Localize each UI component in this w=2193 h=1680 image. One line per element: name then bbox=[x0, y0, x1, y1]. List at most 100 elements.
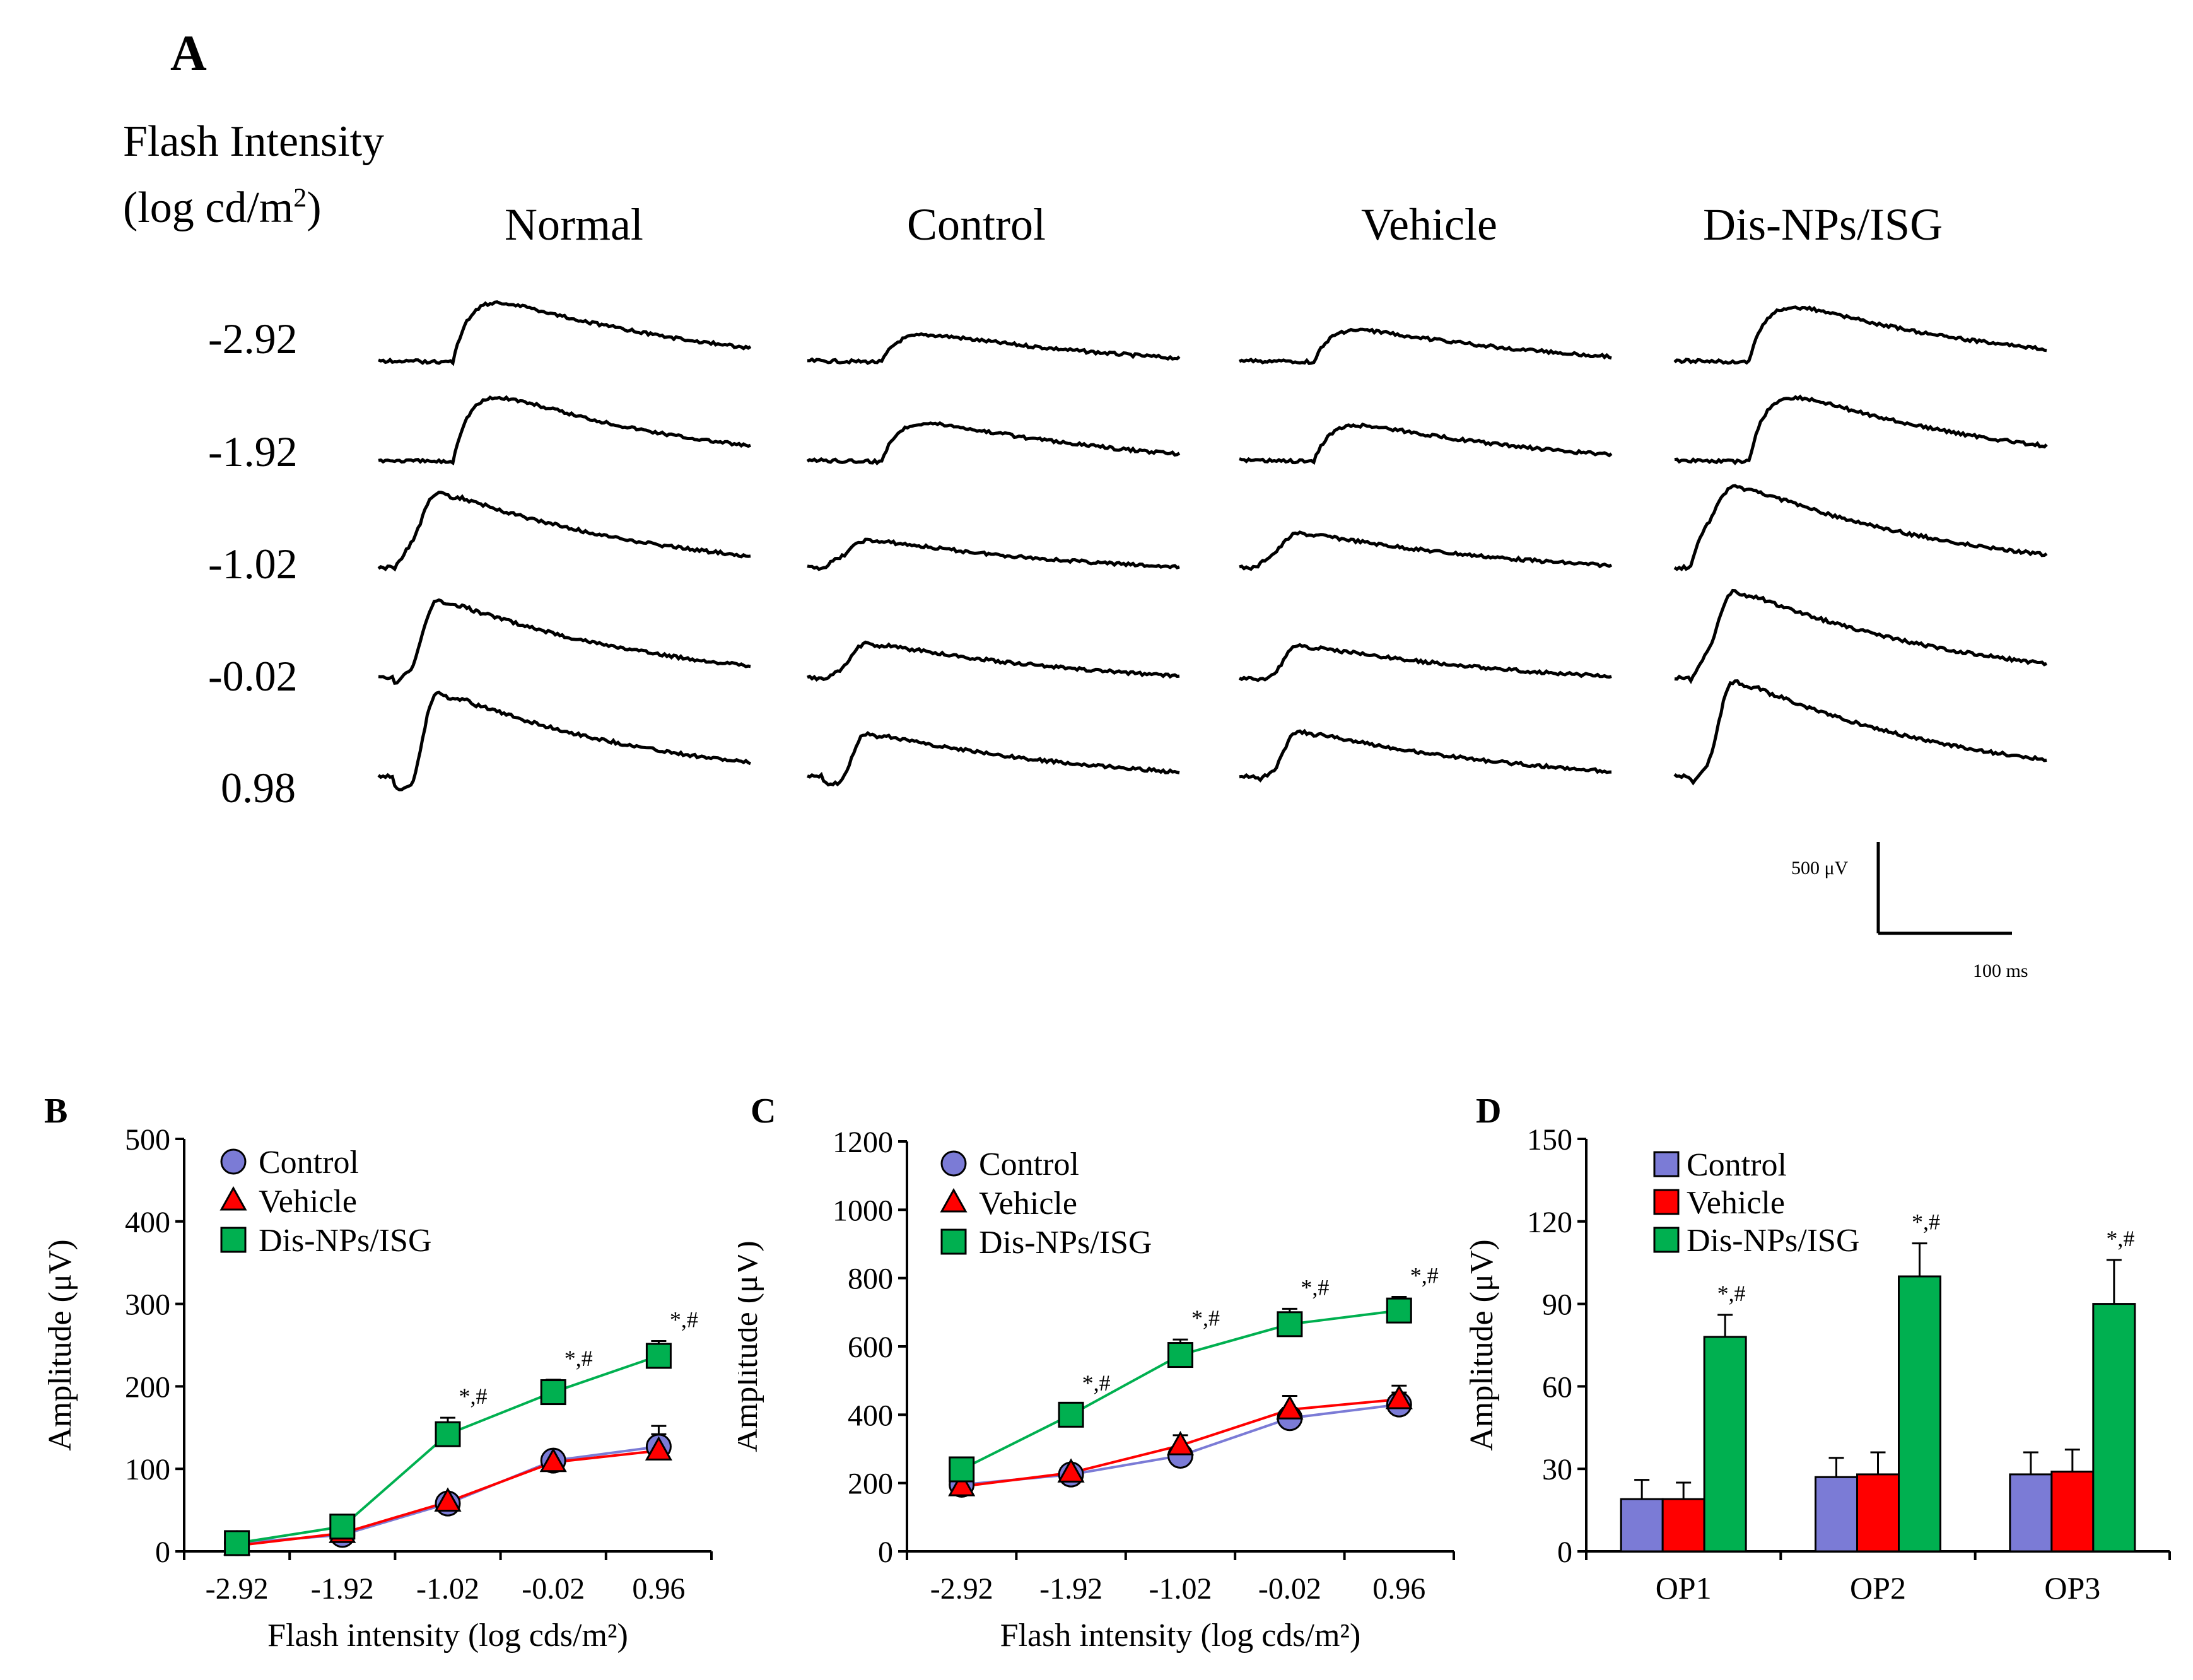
erg-trace bbox=[1673, 305, 2047, 365]
y-tick-label: 100 bbox=[125, 1453, 170, 1486]
y-tick-label: 0 bbox=[878, 1536, 893, 1569]
x-tick-label: -1.92 bbox=[311, 1572, 374, 1606]
column-title-normal: Normal bbox=[505, 199, 643, 250]
legend-marker bbox=[940, 1228, 967, 1255]
bar bbox=[1856, 1473, 1900, 1553]
intensity-label: -2.92 bbox=[208, 315, 298, 363]
legend-marker bbox=[940, 1150, 967, 1177]
y-tick-label: 400 bbox=[125, 1206, 170, 1239]
x-tick-label: OP2 bbox=[1850, 1570, 1906, 1606]
legend-label: Vehicle bbox=[259, 1184, 357, 1220]
significance-annotation: *,# bbox=[1717, 1281, 1746, 1306]
intensity-label: 0.98 bbox=[221, 764, 296, 812]
x-tick-label: 0.96 bbox=[1372, 1572, 1425, 1606]
bar bbox=[1815, 1476, 1858, 1553]
significance-annotation: *,# bbox=[1082, 1370, 1111, 1396]
data-point bbox=[540, 1379, 566, 1406]
erg-trace bbox=[1239, 422, 1613, 465]
erg-trace bbox=[806, 421, 1181, 465]
erg-trace bbox=[807, 537, 1180, 571]
erg-trace bbox=[378, 300, 752, 366]
significance-annotation: *,# bbox=[1410, 1263, 1439, 1288]
bar bbox=[1703, 1336, 1747, 1553]
data-point bbox=[1057, 1458, 1085, 1483]
column-title-dis-nps-isg: Dis-NPs/ISG bbox=[1703, 199, 1943, 250]
panel-letter: D bbox=[1476, 1092, 1501, 1131]
y-tick-label: 400 bbox=[848, 1399, 893, 1432]
significance-annotation: *,# bbox=[670, 1307, 698, 1332]
legend-marker bbox=[1653, 1227, 1680, 1253]
legend-label: Control bbox=[1687, 1147, 1787, 1183]
y-tick-label: 600 bbox=[848, 1331, 893, 1364]
y-tick-label: 800 bbox=[848, 1263, 893, 1296]
legend-label: Vehicle bbox=[1687, 1185, 1785, 1221]
data-point bbox=[948, 1472, 976, 1496]
y-tick-label: 200 bbox=[848, 1467, 893, 1501]
y-tick-label: 60 bbox=[1542, 1370, 1572, 1404]
y-tick-label: 30 bbox=[1542, 1453, 1572, 1486]
data-point bbox=[645, 1343, 672, 1369]
significance-annotation: *,# bbox=[1912, 1210, 1940, 1235]
y-axis-label: Amplitude (μV) bbox=[1464, 1239, 1500, 1451]
data-point bbox=[224, 1530, 250, 1556]
panel-a-letter: A bbox=[170, 26, 207, 81]
data-point bbox=[1385, 1384, 1413, 1409]
legend-marker bbox=[1653, 1189, 1680, 1215]
scale-bar-voltage-label: 500 μV bbox=[1791, 858, 1849, 878]
legend-marker bbox=[1653, 1151, 1680, 1177]
data-point bbox=[1166, 1431, 1195, 1455]
erg-trace bbox=[1673, 679, 2047, 786]
erg-trace bbox=[377, 491, 751, 572]
erg-trace bbox=[807, 731, 1180, 787]
data-point bbox=[1386, 1297, 1412, 1324]
bar bbox=[2050, 1471, 2095, 1553]
y-tick-label: 150 bbox=[1527, 1123, 1572, 1157]
y-axis-label: Amplitude (μV) bbox=[42, 1239, 78, 1451]
y-tick-label: 1000 bbox=[833, 1194, 893, 1227]
y-tick-label: 500 bbox=[125, 1123, 170, 1157]
legend-label: Dis-NPs/ISG bbox=[1687, 1223, 1860, 1259]
y-tick-label: 0 bbox=[155, 1536, 170, 1569]
x-axis-label: Flash intensity (log cds/m²) bbox=[1000, 1618, 1361, 1654]
y-tick-label: 200 bbox=[125, 1370, 170, 1404]
y-tick-label: 120 bbox=[1527, 1206, 1572, 1239]
column-title-vehicle: Vehicle bbox=[1361, 199, 1497, 250]
significance-annotation: *,# bbox=[2106, 1226, 2134, 1251]
legend-marker bbox=[220, 1227, 247, 1253]
erg-trace bbox=[1239, 530, 1613, 571]
data-point bbox=[539, 1447, 567, 1473]
x-tick-label: OP3 bbox=[2044, 1570, 2100, 1606]
erg-trace bbox=[1238, 643, 1612, 682]
x-tick-label: -1.02 bbox=[1149, 1572, 1212, 1606]
legend-label: Vehicle bbox=[979, 1186, 1077, 1222]
legend-marker bbox=[219, 1186, 247, 1211]
x-tick-label: -0.02 bbox=[1258, 1572, 1321, 1606]
data-point bbox=[329, 1514, 356, 1540]
bar bbox=[2092, 1303, 2136, 1553]
data-point bbox=[1276, 1395, 1304, 1420]
erg-trace bbox=[1238, 327, 1612, 365]
x-axis-label: Flash intensity (log cds/m²) bbox=[267, 1618, 628, 1654]
y-tick-label: 1200 bbox=[833, 1126, 893, 1159]
y-tick-label: 0 bbox=[1557, 1536, 1572, 1569]
intensity-label: -1.92 bbox=[208, 428, 298, 475]
erg-traces bbox=[377, 300, 2048, 935]
x-tick-label: 0.96 bbox=[632, 1572, 685, 1606]
bar bbox=[1661, 1498, 1705, 1553]
y-axis-label: Amplitude (μV) bbox=[738, 1240, 764, 1452]
panel-letter: B bbox=[44, 1092, 67, 1131]
x-tick-label: -1.92 bbox=[1039, 1572, 1102, 1606]
y-tick-label: 90 bbox=[1542, 1288, 1572, 1322]
flash-intensity-label: Flash Intensity bbox=[123, 117, 385, 166]
x-tick-label: -0.02 bbox=[522, 1572, 585, 1606]
legend-label: Dis-NPs/ISG bbox=[259, 1223, 432, 1259]
scale-bar bbox=[1876, 842, 2012, 935]
x-tick-label: OP1 bbox=[1656, 1570, 1712, 1606]
erg-trace bbox=[378, 395, 751, 465]
data-point bbox=[435, 1421, 461, 1447]
scale-bar-time-label: 100 ms bbox=[1973, 960, 2028, 981]
data-point bbox=[949, 1456, 975, 1483]
legend-label: Control bbox=[259, 1145, 359, 1181]
x-tick-label: -1.02 bbox=[416, 1572, 479, 1606]
intensity-label: -1.02 bbox=[208, 540, 298, 588]
